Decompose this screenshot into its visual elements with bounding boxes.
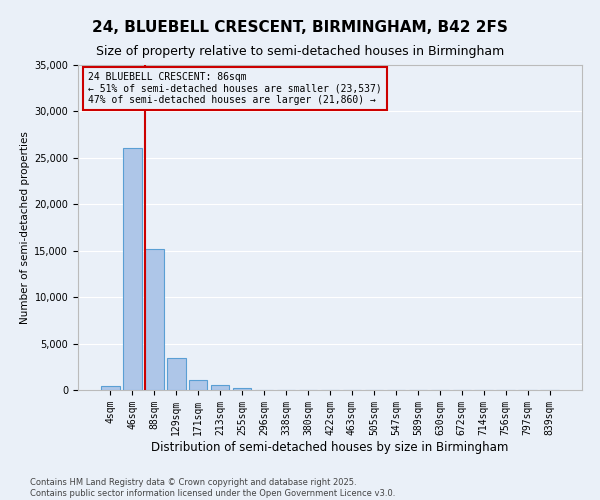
Bar <box>211 386 229 390</box>
X-axis label: Distribution of semi-detached houses by size in Birmingham: Distribution of semi-detached houses by … <box>151 440 509 454</box>
Bar <box>189 380 208 390</box>
Bar <box>123 148 142 390</box>
Bar <box>145 249 164 390</box>
Bar <box>233 388 251 390</box>
Text: 24, BLUEBELL CRESCENT, BIRMINGHAM, B42 2FS: 24, BLUEBELL CRESCENT, BIRMINGHAM, B42 2… <box>92 20 508 35</box>
Text: 24 BLUEBELL CRESCENT: 86sqm
← 51% of semi-detached houses are smaller (23,537)
4: 24 BLUEBELL CRESCENT: 86sqm ← 51% of sem… <box>88 72 382 104</box>
Text: Contains HM Land Registry data © Crown copyright and database right 2025.
Contai: Contains HM Land Registry data © Crown c… <box>30 478 395 498</box>
Bar <box>101 386 119 390</box>
Y-axis label: Number of semi-detached properties: Number of semi-detached properties <box>20 131 30 324</box>
Text: Size of property relative to semi-detached houses in Birmingham: Size of property relative to semi-detach… <box>96 45 504 58</box>
Bar <box>167 358 185 390</box>
